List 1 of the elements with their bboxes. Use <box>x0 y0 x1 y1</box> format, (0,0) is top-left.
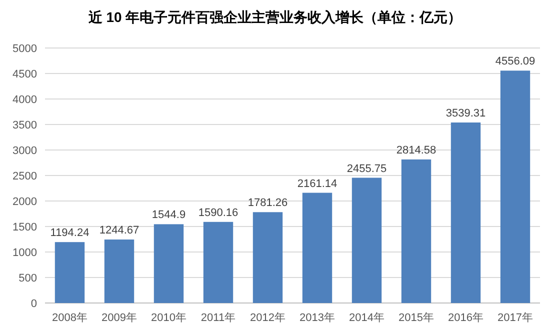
title: 近 10 年电子元件百强企业主营业务收入增长（单位：亿元） <box>88 9 462 25</box>
